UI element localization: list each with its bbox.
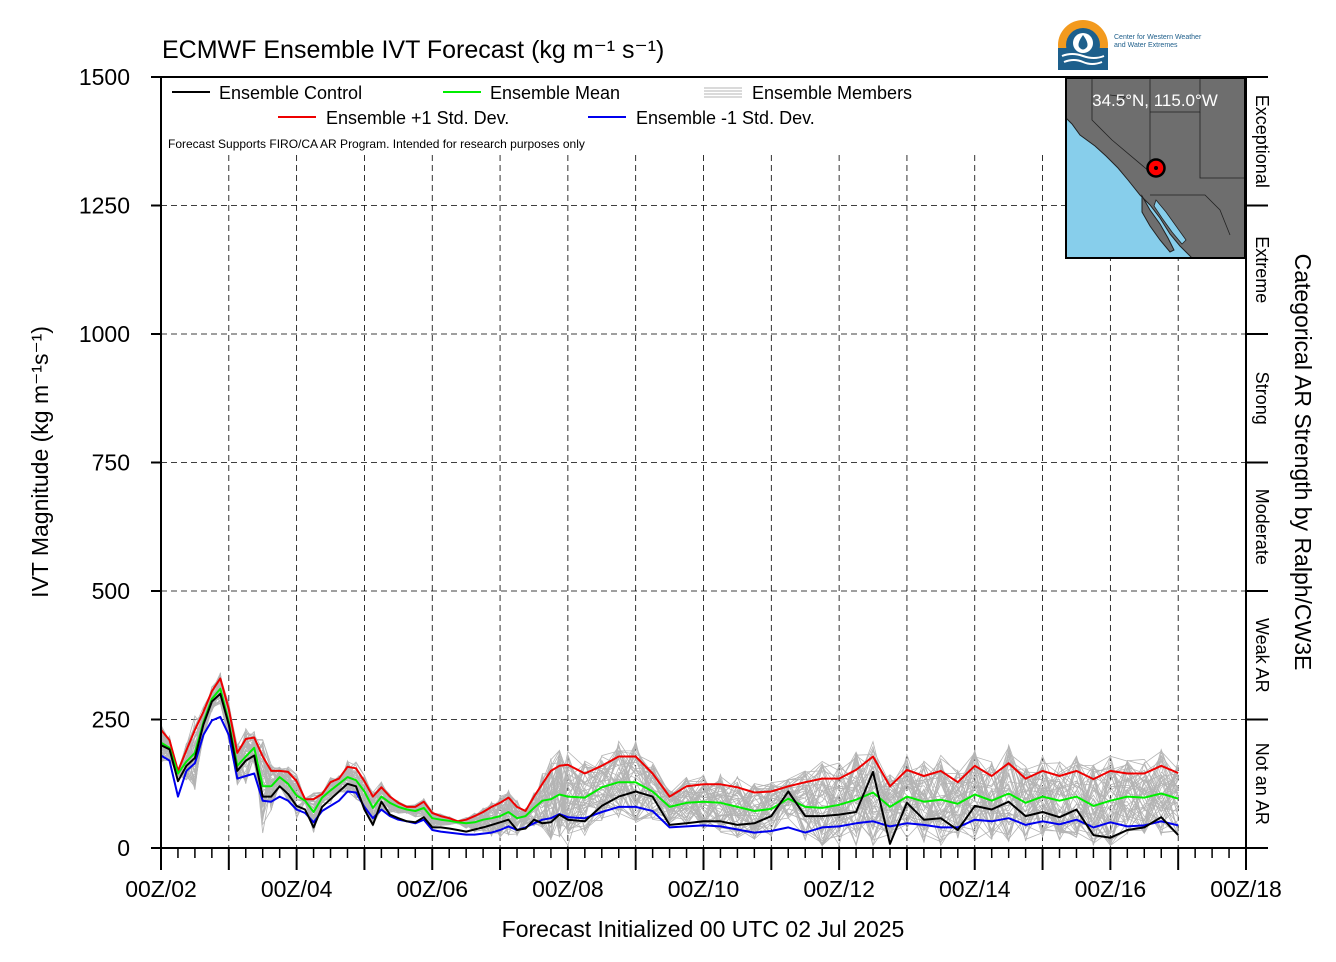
series-lines (160, 677, 1179, 845)
x-axis-ticks: 00Z/02 00Z/04 00Z/06 00Z/08 00Z/10 00Z/12 00Z/… (125, 848, 1282, 902)
chart-title: ECMWF Ensemble IVT Forecast (kg m⁻¹ s⁻¹) (162, 36, 664, 64)
x-tick-label: 00Z/16 (1075, 876, 1147, 902)
location-inset-map: 34.5°N, 115.0°W (1065, 77, 1246, 259)
legend-members-swatch (704, 87, 742, 98)
legend-minus-sd-label: Ensemble -1 Std. Dev. (636, 108, 815, 128)
x-tick-label: 00Z/02 (125, 876, 197, 902)
ar-category-label: Extreme (1252, 236, 1272, 303)
ar-category-label: Exceptional (1252, 95, 1272, 188)
series-line-plus-sd (160, 677, 1179, 823)
y-tick-label: 750 (92, 450, 130, 476)
ensemble-members (160, 671, 1179, 847)
cw3e-logo (1058, 20, 1108, 70)
inset-location-label: 34.5°N, 115.0°W (1092, 91, 1218, 110)
research-note: Forecast Supports FIRO/CA AR Program. In… (168, 137, 585, 151)
ar-category-labels: Not an AR Weak AR Moderate Strong Extreme Exc… (1252, 95, 1272, 825)
logo-text: Center for Western Weather and Water Ext… (1114, 34, 1244, 50)
ar-category-label: Not an AR (1252, 743, 1272, 825)
inset-gulf (1153, 199, 1187, 245)
x-tick-label: 00Z/06 (396, 876, 468, 902)
y-tick-label: 500 (92, 578, 130, 604)
legend-members-label: Ensemble Members (752, 83, 912, 103)
x-tick-label: 00Z/14 (939, 876, 1011, 902)
ensemble-member-line (160, 688, 1179, 843)
ensemble-member-line (160, 671, 1179, 837)
ar-category-label: Moderate (1252, 489, 1272, 565)
droplet-icon (1078, 35, 1088, 50)
x-tick-label: 00Z/18 (1210, 876, 1282, 902)
x-tick-label: 00Z/12 (803, 876, 875, 902)
series-line-mean (160, 687, 1179, 825)
series-line-control (160, 692, 1179, 845)
x-axis-label: Forecast Initialized 00 UTC 02 Jul 2025 (502, 916, 905, 942)
inset-frame (1065, 77, 1246, 259)
x-tick-label: 00Z/04 (261, 876, 333, 902)
y-tick-label: 0 (117, 835, 130, 861)
y-tick-label: 1250 (79, 193, 130, 219)
y-tick-label: 250 (92, 707, 130, 733)
y2-axis-label: Categorical AR Strength by Ralph/CW3E (1290, 254, 1316, 671)
location-marker-center (1154, 166, 1158, 170)
legend-control-label: Ensemble Control (219, 83, 362, 103)
grid-lines (161, 155, 1246, 848)
legend-background (163, 79, 943, 137)
y-tick-label: 1500 (79, 64, 130, 90)
x-tick-label: 00Z/10 (668, 876, 740, 902)
logo-text-line1: Center for Western Weather (1114, 34, 1202, 41)
ensemble-member-line (160, 684, 1179, 844)
ar-category-label: Strong (1252, 372, 1272, 425)
logo-text-line2: and Water Extremes (1114, 42, 1178, 49)
logo-wave-lines (1061, 53, 1105, 65)
ensemble-member-line (160, 678, 1179, 837)
y-axis-label: IVT Magnitude (kg m⁻¹s⁻¹) (27, 326, 53, 598)
x-tick-label: 00Z/08 (532, 876, 604, 902)
ar-category-label: Weak AR (1252, 618, 1272, 693)
legend: Ensemble Control Ensemble Mean Ensemble … (163, 79, 943, 137)
inset-borders (1091, 78, 1245, 236)
legend-mean-label: Ensemble Mean (490, 83, 620, 103)
y-axis-ticks: 0 250 500 1000 750 1250 1500 (79, 64, 1268, 861)
inset-baja-peninsula (1141, 194, 1175, 253)
y-tick-label: 1000 (79, 321, 130, 347)
legend-plus-sd-label: Ensemble +1 Std. Dev. (326, 108, 509, 128)
